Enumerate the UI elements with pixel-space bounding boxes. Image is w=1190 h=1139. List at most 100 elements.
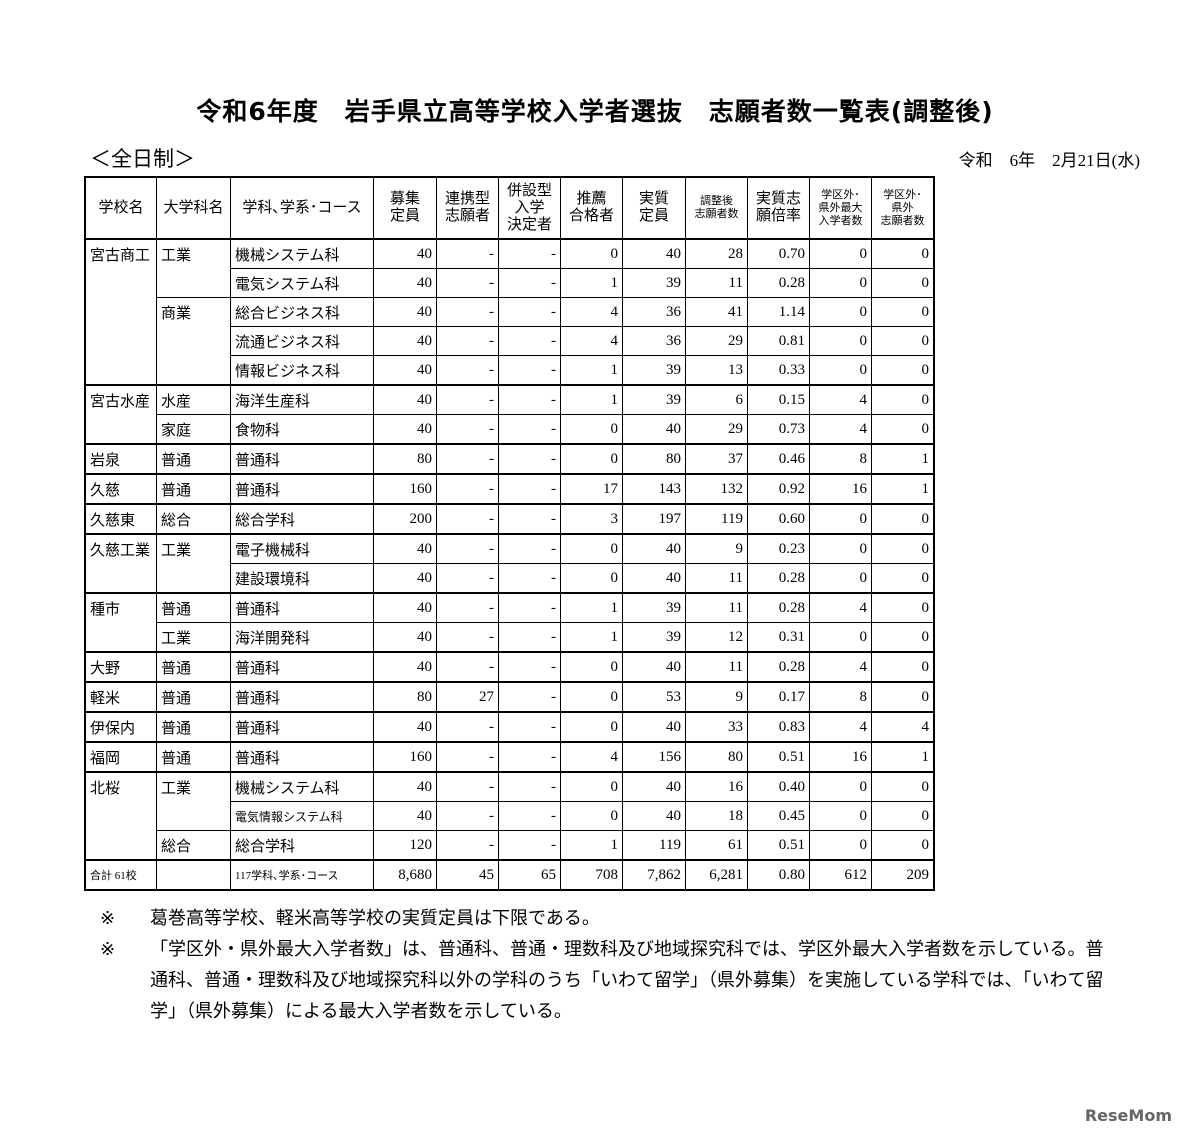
- department: 流通ビジネス科: [230, 326, 374, 356]
- affiliated-admitted: -: [498, 711, 561, 743]
- recommended-passed: 3: [560, 503, 623, 535]
- affiliated-admitted: -: [498, 681, 561, 713]
- capacity: 40: [373, 238, 437, 269]
- ratio: 0.28: [747, 651, 810, 683]
- course-category: 普通: [156, 681, 231, 713]
- recommended-passed: 1: [560, 622, 623, 653]
- outside-max: 16: [809, 473, 872, 505]
- actual-capacity: 36: [622, 297, 686, 327]
- school-name: 宮古水産: [84, 384, 157, 445]
- table-row: 電気情報システム科 40- -0 40 18 0.45 0 0: [85, 801, 935, 831]
- applicants: 9: [685, 681, 748, 713]
- outside-max: 0: [809, 297, 872, 327]
- outside-max: 0: [809, 355, 872, 386]
- recommended-passed: 0: [560, 563, 623, 594]
- outside-applicants: 0: [871, 681, 935, 713]
- capacity: 40: [373, 651, 437, 683]
- total-cell: 612: [809, 859, 872, 891]
- header-row: 学校名 大学科名 学科､学系･コース 募集 定員 連携型 志願者 併設型 入学 決定者 推薦…: [84, 176, 935, 240]
- column-header: 実質 定員: [622, 176, 686, 240]
- ratio: 0.83: [747, 711, 810, 743]
- school-name: 久慈: [84, 473, 157, 505]
- department: 情報ビジネス科: [230, 355, 374, 386]
- actual-capacity: 119: [622, 830, 686, 861]
- footnotes: ※ 葛巻高等学校、軽米高等学校の実質定員は下限である。 ※ 「学区外・県外最大入学者数…: [100, 903, 1120, 1027]
- table-row: 久慈東 総合 総合学科 200- -3 197 119 0.60 0 0: [84, 503, 935, 535]
- outside-applicants: 0: [871, 355, 935, 386]
- total-cell: 0.80: [747, 859, 810, 891]
- column-header: 実質志 願倍率: [747, 176, 810, 240]
- table-row: 伊保内 普通 普通科 40- -0 40 33 0.83 4 4: [84, 711, 935, 743]
- partner-applicants: -: [436, 741, 499, 773]
- applicants: 11: [685, 592, 748, 623]
- partner-applicants: -: [436, 384, 499, 415]
- department: 総合学科: [230, 503, 374, 535]
- capacity: 80: [373, 443, 437, 475]
- table-row: 大野 普通 普通科 40- -0 40 11 0.28 4 0: [84, 651, 935, 683]
- school-name: 岩泉: [84, 443, 157, 475]
- affiliated-admitted: -: [498, 622, 561, 653]
- table-row: 軽米 普通 普通科 80 27-0 53 9 0.17 8 0: [84, 681, 935, 713]
- course-category: 商業: [156, 297, 231, 386]
- actual-capacity: 80: [622, 443, 686, 475]
- actual-capacity: 39: [622, 268, 686, 298]
- table-row: 種市 普通 普通科 40- -1 39 11 0.28 4 0: [84, 592, 935, 653]
- actual-capacity: 40: [622, 414, 686, 445]
- outside-max: 8: [809, 443, 872, 475]
- capacity: 40: [373, 711, 437, 743]
- affiliated-admitted: -: [498, 297, 561, 327]
- outside-max: 8: [809, 681, 872, 713]
- outside-max: 4: [809, 592, 872, 623]
- capacity: 40: [373, 592, 437, 623]
- total-cell: 708: [560, 859, 623, 891]
- department: 機械システム科: [230, 238, 374, 269]
- capacity: 40: [373, 533, 437, 564]
- table-row: 久慈 普通 普通科 160- -17 143 132 0.92 16 1: [84, 473, 935, 505]
- partner-applicants: -: [436, 414, 499, 445]
- actual-capacity: 40: [622, 651, 686, 683]
- ratio: 0.23: [747, 533, 810, 564]
- table-row: 工業 海洋開発科 40- -1 39 12 0.31 0 0: [85, 622, 935, 653]
- outside-max: 0: [809, 771, 872, 802]
- table-row: 流通ビジネス科 40- -4 36 29 0.81 0 0: [85, 326, 935, 356]
- column-header: 学区外･ 県外 志願者数: [871, 176, 935, 240]
- table-row: 北桜 工業 機械システム科 40- -0 40 16 0.40 0 0: [84, 771, 935, 861]
- capacity: 40: [373, 563, 437, 594]
- recommended-passed: 1: [560, 592, 623, 623]
- partner-applicants: -: [436, 592, 499, 623]
- applicants: 12: [685, 622, 748, 653]
- applicants: 29: [685, 326, 748, 356]
- actual-capacity: 39: [622, 592, 686, 623]
- ratio: 0.92: [747, 473, 810, 505]
- course-category: 普通: [156, 592, 231, 623]
- course-category: 工業: [156, 533, 231, 594]
- affiliated-admitted: -: [498, 771, 561, 802]
- outside-applicants: 1: [871, 443, 935, 475]
- partner-applicants: -: [436, 830, 499, 861]
- applicants: 29: [685, 414, 748, 445]
- ratio: 0.17: [747, 681, 810, 713]
- table-row: 岩泉 普通 普通科 80- -0 80 37 0.46 8 1: [84, 443, 935, 475]
- total-cell: 45: [436, 859, 499, 891]
- outside-max: 16: [809, 741, 872, 773]
- recommended-passed: 0: [560, 443, 623, 475]
- capacity: 40: [373, 801, 437, 831]
- outside-applicants: 1: [871, 473, 935, 505]
- school-name: 宮古商工: [84, 238, 157, 386]
- recommended-passed: 1: [560, 384, 623, 415]
- column-header: 併設型 入学 決定者: [498, 176, 561, 240]
- course-category: 普通: [156, 443, 231, 475]
- column-header: 大学科名: [156, 176, 231, 240]
- applicants: 33: [685, 711, 748, 743]
- affiliated-admitted: -: [498, 355, 561, 386]
- applicants: 18: [685, 801, 748, 831]
- subtitle: ＜全日制＞: [90, 147, 195, 171]
- column-header: 推薦 合格者: [560, 176, 623, 240]
- affiliated-admitted: -: [498, 268, 561, 298]
- applicants: 9: [685, 533, 748, 564]
- capacity: 40: [373, 355, 437, 386]
- actual-capacity: 143: [622, 473, 686, 505]
- outside-applicants: 0: [871, 503, 935, 535]
- applicants: 13: [685, 355, 748, 386]
- outside-max: 0: [809, 503, 872, 535]
